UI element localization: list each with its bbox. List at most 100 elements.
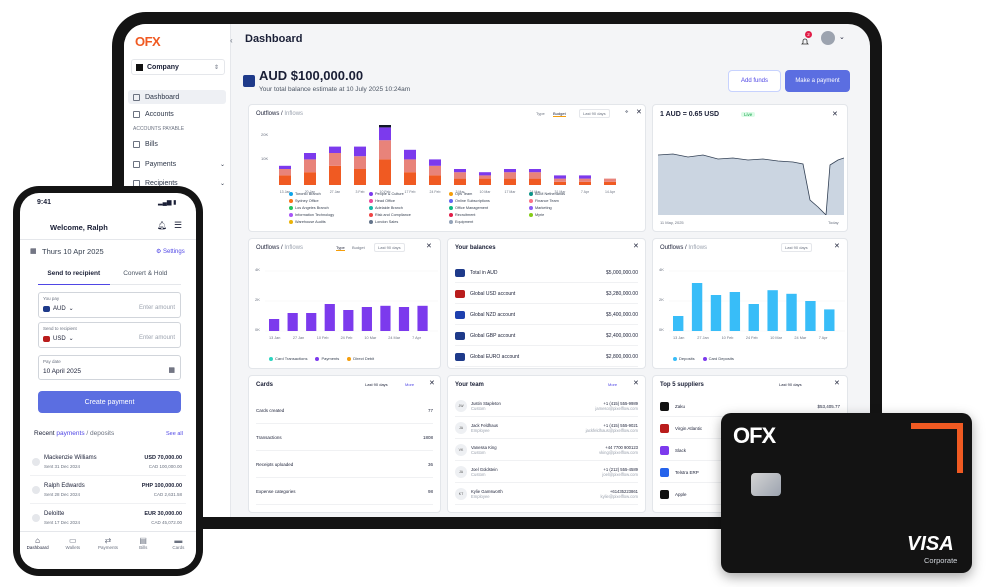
bell-icon[interactable]: 🔔︎ xyxy=(157,221,168,230)
payment-row[interactable]: Mackenzie Williams Sent 31 Dec 2024 USD 70… xyxy=(30,450,186,476)
legend-swatch xyxy=(315,356,320,361)
team-member-row[interactable]: VK Vanessa King Custom +44 7700 900123 vking… xyxy=(455,440,638,461)
amount-input[interactable]: Enter amount xyxy=(138,335,175,341)
amount-input[interactable]: Enter amount xyxy=(138,305,175,311)
tab-type[interactable]: Type xyxy=(336,245,345,251)
close-icon[interactable]: ✕ xyxy=(633,243,639,250)
balance-row[interactable]: Global EURO account $2,800,000.00 xyxy=(455,347,638,367)
deposits-link[interactable]: / deposits xyxy=(84,430,115,437)
payment-converted: CAD 2,631.58 xyxy=(153,492,182,497)
payment-row[interactable]: Ralph Edwards Sent 28 Dec 2024 PHP 100,000… xyxy=(30,478,186,504)
payment-date: Sent 31 Dec 2024 xyxy=(44,464,81,469)
chart-legend: Deposits Card Deposits xyxy=(673,356,734,361)
balance-row[interactable]: Global NZD account $5,400,000.00 xyxy=(455,305,638,325)
team-member-row[interactable]: JA Jack Feldhaus Employee +1 (415) 555-9021… xyxy=(455,418,638,439)
tab-convert-hold[interactable]: Convert & Hold xyxy=(109,265,181,285)
close-icon[interactable]: ✕ xyxy=(834,243,840,250)
see-all-link[interactable]: See all xyxy=(166,431,183,437)
company-switcher[interactable]: Company ⇕ xyxy=(131,59,225,75)
legend-label: Sydney Office xyxy=(295,198,319,203)
collapse-icon[interactable]: ‹ xyxy=(230,36,233,45)
bar-segment xyxy=(579,181,591,185)
balance-subtitle: Your total balance estimate at 10 July 2… xyxy=(259,86,411,93)
currency-select[interactable]: AUD ⌄ xyxy=(43,305,74,312)
tab-send-to-recipient[interactable]: Send to recipient xyxy=(38,265,110,285)
inflows-label: Inflows xyxy=(284,111,304,117)
nav-item-cards[interactable]: ▬ Cards xyxy=(161,532,196,569)
sidebar-item-accounts[interactable]: Accounts xyxy=(133,111,174,118)
tab-type[interactable]: Type xyxy=(536,111,545,116)
payments-link[interactable]: payments xyxy=(56,430,85,437)
bar-segment xyxy=(279,165,291,169)
bar xyxy=(324,304,335,331)
sidebar-item-bills[interactable]: Bills xyxy=(133,141,158,148)
bell-icon[interactable]: 2 xyxy=(800,31,812,45)
nav-item-wallets[interactable]: ▭ Wallets xyxy=(55,532,90,569)
more-link[interactable]: More xyxy=(405,382,415,387)
bar-segment xyxy=(304,153,316,160)
balance-row[interactable]: Total in AUD $5,000,000.00 xyxy=(455,263,638,283)
close-icon[interactable]: ✕ xyxy=(834,380,840,387)
settings-link[interactable]: ⚙ Settings xyxy=(156,248,185,255)
close-icon[interactable]: ✕ xyxy=(633,380,639,387)
send-field[interactable]: Send to recipient USD ⌄ Enter amount xyxy=(38,322,181,348)
period-select[interactable]: Last 90 days xyxy=(365,382,388,387)
nav-item-payments[interactable]: ⇄ Payments xyxy=(90,532,125,569)
period-select[interactable]: Last 90 days xyxy=(779,382,802,387)
legend-label: Finance Team xyxy=(535,198,559,203)
sidebar-item-dashboard[interactable]: Dashboard xyxy=(128,90,226,104)
account-balance: $3,280,000.00 xyxy=(606,290,638,297)
close-icon[interactable]: ✕ xyxy=(429,380,435,387)
close-icon[interactable]: ✕ xyxy=(832,111,838,118)
period-select[interactable]: Last 90 days xyxy=(374,243,405,252)
nav-item-bills[interactable]: ▤ Bills xyxy=(126,532,161,569)
fx-rate-text: 1 AUD = 0.65 USD xyxy=(660,111,720,118)
balance-row[interactable]: Global GBP account $2,400,000.00 xyxy=(455,326,638,346)
payment-row[interactable]: Deloitte Sent 17 Dec 2024 EUR 30,000.00 CAD… xyxy=(30,506,186,532)
calendar-icon[interactable]: ▦ xyxy=(168,367,175,374)
team-member-row[interactable]: KT Kylie Gamsworth Employee +61435223861 kyl… xyxy=(455,484,638,505)
pay-date-field[interactable]: Pay date 10 April 2025 ▦ xyxy=(38,355,181,380)
close-icon[interactable]: ✕ xyxy=(636,109,642,116)
more-link[interactable]: More xyxy=(608,382,618,387)
period-select[interactable]: Last 90 days xyxy=(781,243,812,252)
currency-select[interactable]: USD ⌄ xyxy=(43,335,74,342)
tab-budget[interactable]: Budget xyxy=(553,111,566,117)
legend-item: Finance Team xyxy=(529,197,609,204)
x-tick-label: 14 Apr xyxy=(605,190,616,194)
bar-segment xyxy=(554,175,566,179)
create-payment-button[interactable]: Create payment xyxy=(38,391,181,413)
recent-heading: Recent payments / deposits xyxy=(34,430,114,437)
inflows-label: Inflows xyxy=(688,245,708,251)
period-select[interactable]: Last 90 days xyxy=(579,109,610,118)
x-tick-label: 10 Mar xyxy=(770,336,783,340)
account-balance: $5,000,000.00 xyxy=(606,269,638,276)
nav-item-dashboard[interactable]: ⌂ Dashboard xyxy=(20,532,55,569)
bar-segment xyxy=(354,169,366,185)
legend-swatch xyxy=(702,356,707,361)
bar-segment xyxy=(554,178,566,182)
legend-swatch xyxy=(289,219,293,224)
you-pay-field[interactable]: You pay AUD ⌄ Enter amount xyxy=(38,292,181,318)
sidebar-item-payments[interactable]: Payments ⌄ xyxy=(133,161,225,168)
team-member-row[interactable]: JW Justin Stapleton Custom +1 (415) 555-998… xyxy=(455,396,638,417)
add-funds-button[interactable]: Add funds xyxy=(728,70,781,92)
card-title: Your balances xyxy=(455,245,496,251)
move-icon[interactable]: ✥ xyxy=(625,109,629,114)
member-email: jackfeldhaus@pixelflow.com xyxy=(585,428,638,433)
bar-segment xyxy=(604,181,616,185)
avatar[interactable] xyxy=(821,31,835,45)
make-payment-button[interactable]: Make a payment xyxy=(785,70,850,92)
bar xyxy=(361,307,372,331)
team-member-row[interactable]: JA Joel Goldstein Custom +1 (212) 555-4589 j… xyxy=(455,462,638,483)
menu-icon[interactable]: ☰ xyxy=(174,220,183,230)
visa-logo: VISA xyxy=(907,533,954,555)
tab-budget[interactable]: Budget xyxy=(352,245,365,250)
y-tick-label: 2K xyxy=(255,297,260,302)
supplier-logo-icon xyxy=(660,401,669,411)
balance-row[interactable]: Global USD account $3,280,000.00 xyxy=(455,284,638,304)
chevron-down-icon[interactable]: ⌄ xyxy=(839,34,845,41)
card-logo: OFX xyxy=(733,423,776,448)
payment-date: Sent 28 Dec 2024 xyxy=(44,492,81,497)
close-icon[interactable]: ✕ xyxy=(426,243,432,250)
